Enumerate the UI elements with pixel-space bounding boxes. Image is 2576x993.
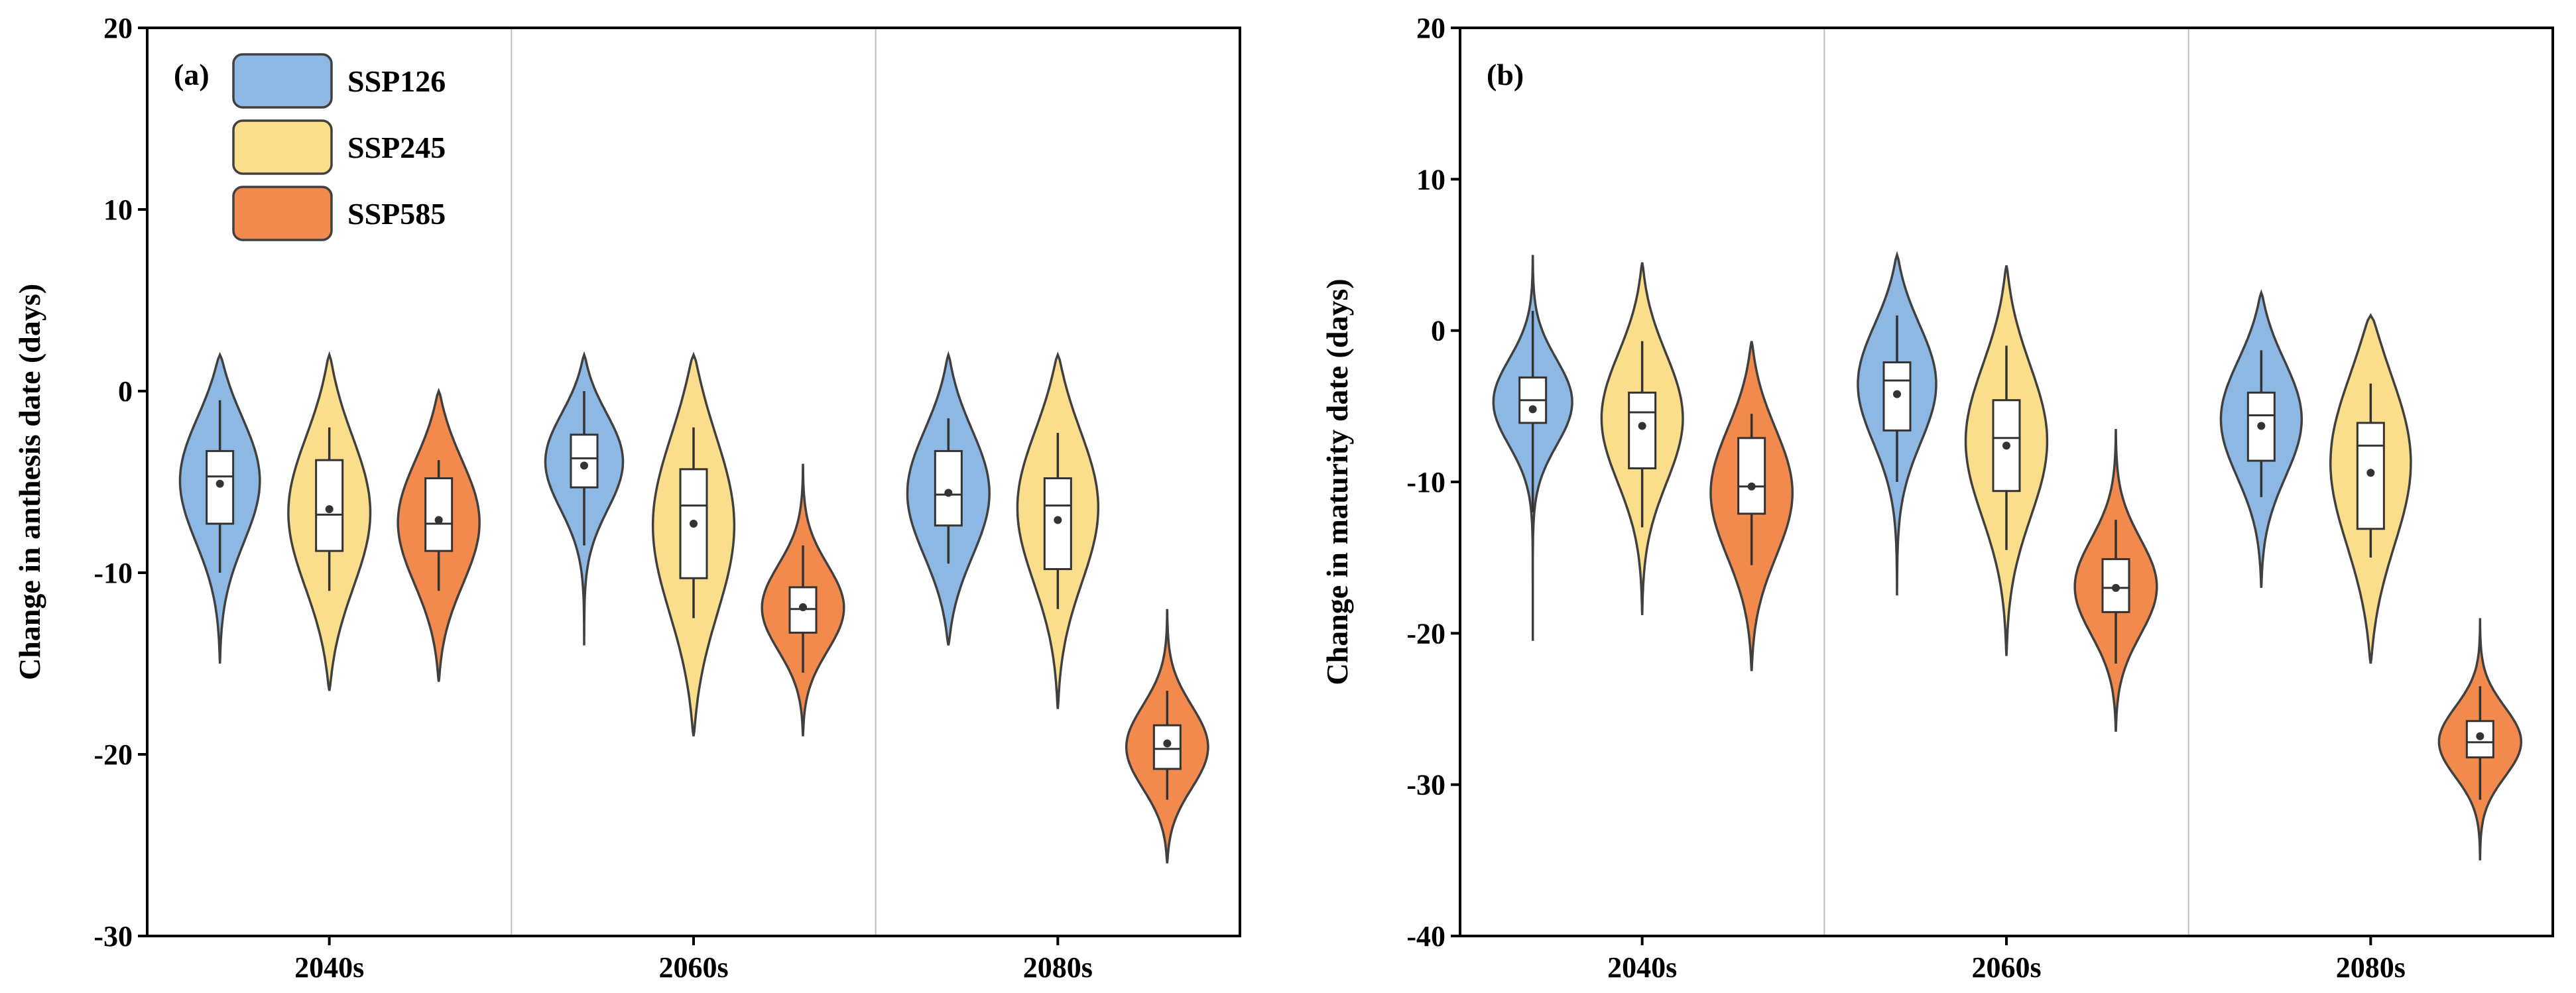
violin-ssp245-2060s-mean	[2002, 441, 2010, 450]
legend-swatch-ssp585	[232, 186, 333, 241]
panel-a-anthesis: -30 -20 -10 0 10 20 2040s 2060s 2080s Change in a…	[13, 12, 1241, 984]
y-tick-label: -40	[1406, 920, 1445, 953]
y-tick-label: 0	[1431, 315, 1445, 347]
violin-ssp245-2060s-mean	[690, 520, 698, 528]
violin-ssp126-2080s-mean	[944, 489, 953, 497]
y-tick-label: -20	[93, 738, 133, 771]
violin-ssp245-2040s-mean	[1638, 422, 1646, 430]
violin-ssp245-2060s-box	[1992, 399, 2021, 493]
violin-ssp245-2040s-box	[1628, 391, 1657, 469]
y-tick-label: -30	[93, 920, 133, 953]
violin-ssp585-2060s-mean	[799, 603, 807, 612]
violin-ssp126-2060s-mean	[580, 461, 588, 470]
violin-ssp585-2040s-mean	[434, 516, 443, 524]
y-tick-label: 20	[103, 12, 133, 44]
legend-swatch-ssp245	[232, 119, 333, 175]
panel-b-maturity: -40 -30 -20 -10 0 10 20 2040s 2060s 2080s Change i…	[1320, 12, 2554, 984]
violin-ssp245-2040s-mean	[325, 505, 334, 514]
violin-ssp585-2040s-box	[1737, 437, 1766, 515]
x-tick-label: 2080s	[2336, 951, 2406, 984]
violin-ssp585-2080s-box	[2465, 720, 2494, 759]
legend-label-ssp585: SSP585	[347, 197, 446, 231]
legend-label-ssp126: SSP126	[347, 64, 446, 98]
y-tick-label: -20	[1406, 617, 1445, 650]
violin-ssp245-2080s-mean	[2366, 469, 2375, 477]
y-tick-label: 0	[118, 375, 133, 408]
panel-label: (b)	[1487, 58, 1524, 91]
x-tick-label: 2080s	[1023, 951, 1093, 984]
legend: SSP126 SSP245 SSP585	[232, 53, 446, 241]
y-tick-label: -10	[1406, 466, 1445, 498]
x-tick-label: 2040s	[294, 951, 364, 984]
violin-ssp126-2060s-mean	[1893, 390, 1901, 398]
x-tick-label: 2060s	[658, 951, 728, 984]
violin-ssp126-2080s-mean	[2257, 422, 2266, 430]
panel-label: (a)	[174, 58, 210, 91]
y-tick-label: 10	[103, 194, 133, 226]
violin-ssp585-2080s-mean	[2476, 732, 2484, 740]
violin-ssp126-2040s-mean	[215, 479, 224, 488]
legend-label-ssp245: SSP245	[347, 131, 446, 164]
violin-ssp245-2080s-mean	[1054, 516, 1062, 524]
violin-ssp585-2080s-mean	[1163, 739, 1172, 748]
violin-ssp126-2040s-mean	[1528, 405, 1537, 414]
violin-ssp126-2060s-box	[570, 434, 599, 489]
violin-ssp585-2040s-mean	[1747, 482, 1756, 491]
y-tick-label: -30	[1406, 769, 1445, 801]
violin-ssp585-2060s-mean	[2112, 583, 2120, 592]
y-tick-label: 10	[1416, 163, 1445, 196]
x-tick-label: 2060s	[1971, 951, 2041, 984]
y-axis-label: Change in maturity date (days)	[1320, 278, 1354, 685]
violin-ssp585-2040s-box	[424, 477, 454, 552]
violin-ssp126-2080s-box	[934, 449, 963, 527]
y-tick-label: -10	[93, 557, 133, 589]
y-tick-label: 20	[1416, 12, 1445, 44]
x-tick-label: 2040s	[1607, 951, 1677, 984]
legend-swatch-ssp126	[232, 53, 333, 109]
y-axis-label: Change in anthesis date (days)	[13, 284, 46, 680]
